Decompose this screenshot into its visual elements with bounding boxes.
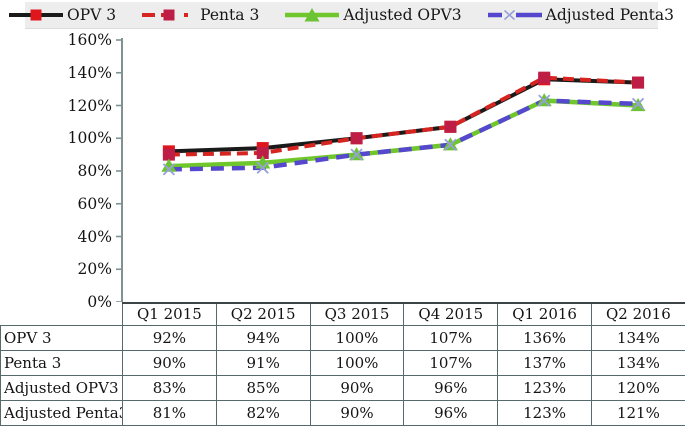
legend-item-adjusted-opv3: Adjusted OPV3 xyxy=(285,6,462,24)
legend-marker-opv-3-icon xyxy=(9,9,64,21)
table-cell-value: 96% xyxy=(403,400,499,426)
table-cell-value: 90% xyxy=(309,400,405,426)
y-axis: 0% 20% 40% 60% 80% 100% 120% 140% 160% xyxy=(0,30,112,311)
table-row-label: Penta 3 xyxy=(0,350,123,376)
series-markers-penta-3 xyxy=(162,71,645,161)
table-cell-value: 91% xyxy=(215,350,311,376)
table-corner-blank xyxy=(1,303,123,326)
table-row: Adjusted OPV3 83% 85% 90% 96% 123% 120% xyxy=(0,375,685,401)
table-row: Penta 3 90% 91% 100% 107% 137% 134% xyxy=(0,350,685,376)
data-table-wrap: Q1 2015 Q2 2015 Q3 2015 Q4 2015 Q1 2016 Q2 20… xyxy=(0,302,685,426)
table-cell-value: 94% xyxy=(215,325,311,351)
legend-marker-adjusted-penta3-icon xyxy=(487,9,542,21)
y-axis-tick-label: 120% xyxy=(67,96,112,115)
series-line-adjusted-penta3 xyxy=(168,98,639,172)
legend-label: OPV 3 xyxy=(67,6,117,24)
plot-area xyxy=(116,38,646,302)
table-cell-value: 121% xyxy=(590,400,685,426)
y-axis-tick-label: 0% xyxy=(87,293,112,311)
table-col-header: Q3 2015 xyxy=(309,302,405,326)
table-col-header: Q2 2016 xyxy=(590,302,685,326)
table-col-header: Q1 2015 xyxy=(122,302,217,326)
table-row-label: OPV 3 xyxy=(0,325,123,351)
legend-marker-penta-3-icon xyxy=(142,9,197,21)
table-cell-value: 134% xyxy=(590,325,685,351)
chart-legend: OPV 3 Penta 3 Adjusted OPV3 Adjusted Penta3 xyxy=(9,2,674,29)
series-line-penta-3 xyxy=(168,75,639,157)
table-row-label: Adjusted Penta3 xyxy=(0,400,123,426)
table-cell-value: 134% xyxy=(590,350,685,376)
y-axis-tick-label: 160% xyxy=(67,31,112,49)
legend-item-penta-3: Penta 3 xyxy=(142,6,259,24)
table-cell-value: 90% xyxy=(309,375,405,401)
legend-item-adjusted-penta3: Adjusted Penta3 xyxy=(487,6,674,24)
table-cell-value: 107% xyxy=(403,325,499,351)
table-row: Adjusted Penta3 81% 82% 90% 96% 123% 121% xyxy=(0,400,685,426)
table-cell-value: 136% xyxy=(497,325,592,351)
series-line-opv-3 xyxy=(168,77,639,154)
series-markers-opv-3 xyxy=(162,73,645,158)
y-axis-tick-label: 60% xyxy=(77,194,112,213)
y-axis-tick-label: 40% xyxy=(77,227,112,246)
table-col-header: Q1 2016 xyxy=(497,302,592,326)
legend-label: Adjusted Penta3 xyxy=(545,6,674,24)
table-row-label: Adjusted OPV3 xyxy=(0,375,123,401)
table-cell-value: 90% xyxy=(122,350,217,376)
table-cell-value: 100% xyxy=(309,325,405,351)
table-cell-value: 82% xyxy=(215,400,311,426)
legend-item-opv-3: OPV 3 xyxy=(9,6,116,24)
table-cell-value: 137% xyxy=(497,350,592,376)
table-cell-value: 120% xyxy=(590,375,685,401)
table-col-header: Q2 2015 xyxy=(215,302,311,326)
table-header-row: Q1 2015 Q2 2015 Q3 2015 Q4 2015 Q1 2016 Q2 20… xyxy=(1,302,685,326)
y-axis-tick-label: 100% xyxy=(67,129,112,148)
table-cell-value: 100% xyxy=(309,350,405,376)
table-cell-value: 123% xyxy=(497,375,592,401)
table-cell-value: 92% xyxy=(122,325,217,351)
table-col-header: Q4 2015 xyxy=(403,302,499,326)
table-cell-value: 85% xyxy=(215,375,311,401)
chart-data-table: Q1 2015 Q2 2015 Q3 2015 Q4 2015 Q1 2016 Q2 20… xyxy=(0,302,685,426)
table-cell-value: 96% xyxy=(403,375,499,401)
table-cell-value: 107% xyxy=(403,350,499,376)
legend-label: Penta 3 xyxy=(200,6,260,24)
table-cell-value: 123% xyxy=(497,400,592,426)
legend-label: Adjusted OPV3 xyxy=(343,6,462,24)
y-axis-tick-label: 140% xyxy=(67,63,112,82)
legend-marker-adjusted-opv3-icon xyxy=(285,8,340,22)
y-axis-tick-label: 80% xyxy=(77,162,112,180)
table-cell-value: 81% xyxy=(122,400,217,426)
series-markers-adjusted-penta3 xyxy=(162,94,645,176)
table-row: OPV 3 92% 94% 100% 107% 136% 134% xyxy=(0,325,685,351)
y-axis-tick-label: 20% xyxy=(77,260,112,279)
table-cell-value: 83% xyxy=(122,375,217,401)
